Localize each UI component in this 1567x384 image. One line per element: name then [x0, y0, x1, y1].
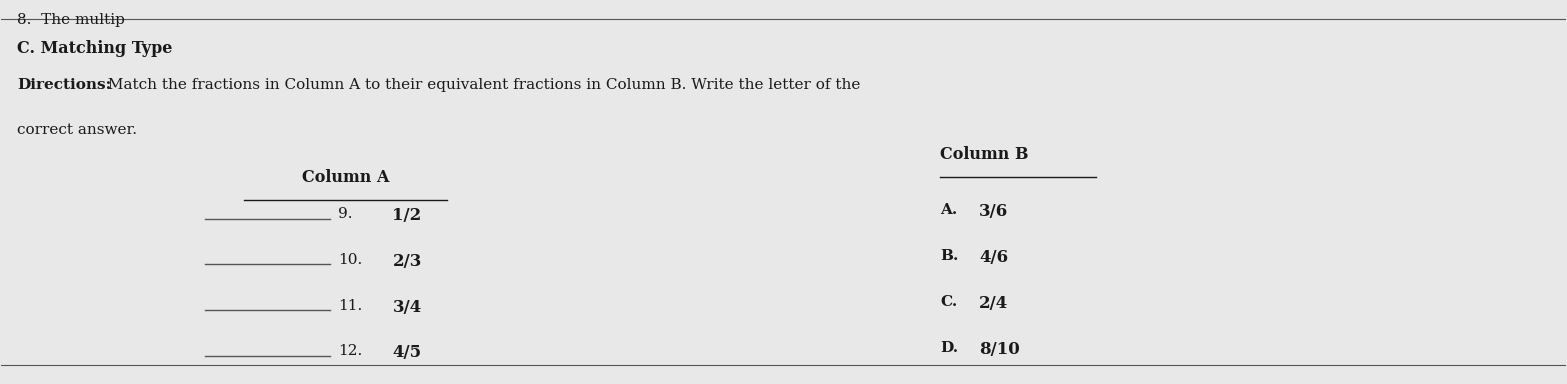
- Text: C. Matching Type: C. Matching Type: [17, 40, 172, 56]
- Text: 8/10: 8/10: [979, 341, 1020, 358]
- Text: B.: B.: [940, 249, 959, 263]
- Text: 4/5: 4/5: [392, 344, 422, 361]
- Text: 8.  The multip: 8. The multip: [17, 13, 125, 27]
- Text: correct answer.: correct answer.: [17, 123, 136, 137]
- Text: A.: A.: [940, 204, 957, 217]
- Text: 12.: 12.: [338, 344, 362, 359]
- Text: 10.: 10.: [338, 253, 362, 267]
- Text: Column B: Column B: [940, 146, 1028, 163]
- Text: 11.: 11.: [338, 299, 362, 313]
- Text: 1/2: 1/2: [392, 207, 422, 224]
- Text: 3/4: 3/4: [392, 299, 422, 316]
- Text: Match the fractions in Column A to their equivalent fractions in Column B. Write: Match the fractions in Column A to their…: [103, 78, 860, 92]
- Text: 3/6: 3/6: [979, 204, 1008, 220]
- Text: Column A: Column A: [302, 169, 389, 186]
- Text: 9.: 9.: [338, 207, 353, 221]
- Text: Directions:: Directions:: [17, 78, 111, 92]
- Text: 2/3: 2/3: [392, 253, 422, 270]
- Text: C.: C.: [940, 295, 957, 309]
- Text: 4/6: 4/6: [979, 249, 1008, 266]
- Text: 2/4: 2/4: [979, 295, 1008, 312]
- Text: D.: D.: [940, 341, 957, 355]
